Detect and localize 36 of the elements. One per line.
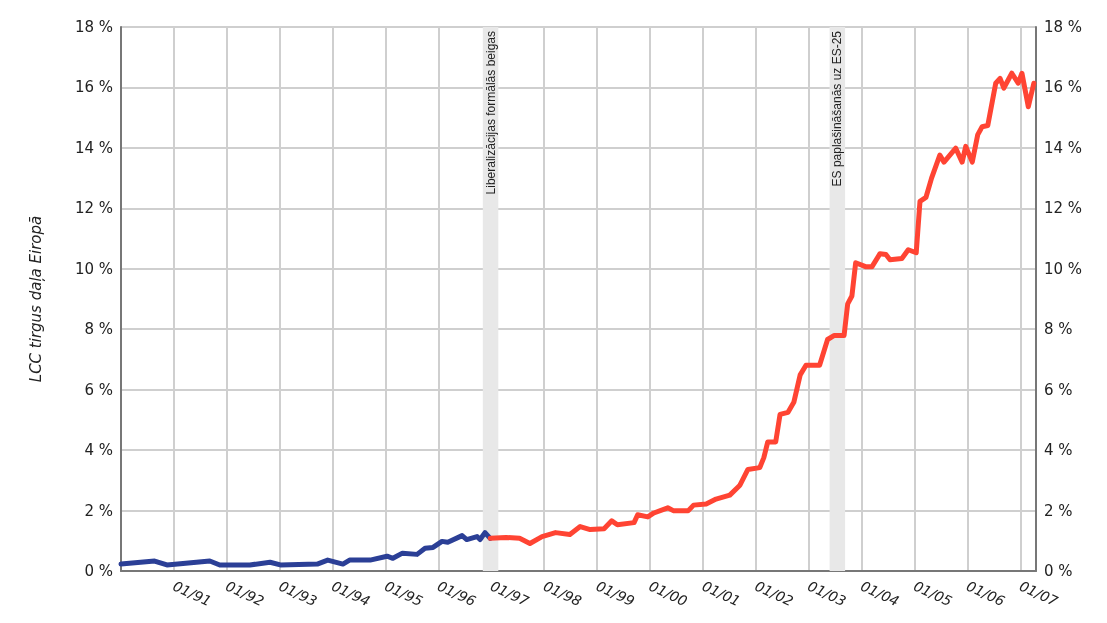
x-tick-label: 01/96 [434, 577, 479, 610]
y-tick-label: 0 % [84, 562, 113, 580]
x-tick-label: 01/05 [911, 577, 955, 610]
y2-tick-label: 18 % [1044, 18, 1083, 36]
x-tick-label: 01/00 [646, 577, 690, 610]
y2-tick-label: 12 % [1044, 199, 1083, 218]
y-tick-label: 6 % [84, 380, 113, 399]
y-tick-label: 16 % [74, 78, 113, 97]
y2-tick-label: 2 % [1044, 501, 1073, 520]
y-tick-label: 14 % [74, 138, 113, 157]
x-tick-label: 01/94 [329, 577, 373, 610]
y2-tick-label: 14 % [1044, 138, 1083, 157]
x-tick-label: 01/97 [487, 577, 532, 610]
x-tick-label: 01/95 [382, 577, 426, 610]
y2-tick-label: 4 % [1044, 441, 1073, 460]
x-tick-label: 01/07 [1016, 577, 1061, 610]
y2-tick-label: 8 % [1044, 320, 1073, 339]
y-tick-label: 12 % [74, 199, 113, 218]
y2-tick-label: 6 % [1044, 380, 1073, 399]
y-tick-label: 2 % [84, 501, 113, 520]
y-tick-label: 8 % [84, 320, 113, 339]
y-tick-label: 10 % [74, 259, 113, 278]
x-tick-label: 01/03 [805, 577, 849, 610]
band-label: Liberalizācijas formālās beigas [483, 31, 498, 195]
x-tick-label: 01/99 [593, 577, 638, 610]
x-tick-label: 01/06 [964, 577, 1008, 610]
band-label: ES paplašināšanās uz ES-25 [830, 30, 845, 187]
y2-tick-label: 0 % [1044, 562, 1073, 580]
x-tick-label: 01/04 [858, 577, 902, 610]
x-tick-label: 01/98 [540, 577, 585, 610]
y2-tick-label: 16 % [1044, 78, 1083, 97]
y-tick-label: 18 % [74, 18, 113, 36]
y-tick-label: 4 % [84, 441, 113, 460]
y2-tick-label: 10 % [1044, 259, 1083, 278]
y-axis-title: LCC tirgus daļa Eiropā [26, 215, 45, 383]
x-tick-label: 01/93 [276, 577, 320, 610]
